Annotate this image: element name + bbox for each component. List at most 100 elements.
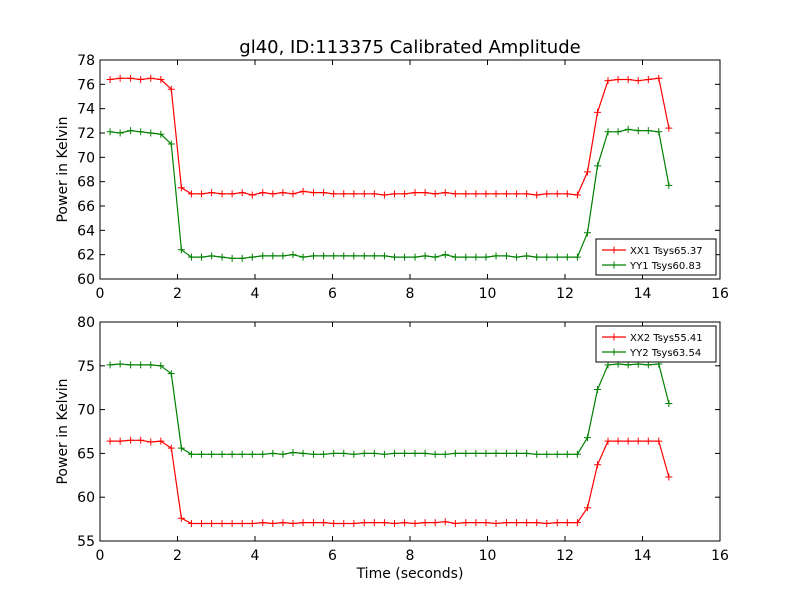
data-point xyxy=(380,519,388,527)
y-axis-label: Power in Kelvin xyxy=(55,378,71,484)
data-point xyxy=(462,253,470,261)
data-point xyxy=(573,519,581,527)
data-point xyxy=(208,450,216,458)
data-point xyxy=(310,252,318,260)
y-tick-label: 65 xyxy=(77,446,95,462)
data-point xyxy=(259,252,267,260)
data-point xyxy=(553,190,561,198)
legend: XX1 Tsys65.37 YY1 Tsys60.83 xyxy=(595,238,717,276)
data-point xyxy=(259,519,267,527)
data-point xyxy=(482,449,490,457)
data-point xyxy=(482,190,490,198)
data-point xyxy=(644,127,652,135)
data-point xyxy=(583,504,591,512)
data-point xyxy=(167,140,175,148)
x-tick-label: 8 xyxy=(406,548,415,564)
data-point xyxy=(370,519,378,527)
data-point xyxy=(289,190,297,198)
data-point xyxy=(492,519,500,527)
data-point xyxy=(279,189,287,197)
data-point xyxy=(279,519,287,527)
data-point xyxy=(441,450,449,458)
data-point xyxy=(594,162,602,170)
data-point xyxy=(523,519,531,527)
chart-title: gl40, ID:113375 Calibrated Amplitude xyxy=(239,37,580,58)
data-point xyxy=(157,75,165,83)
data-point xyxy=(431,190,439,198)
data-point xyxy=(391,519,398,527)
data-point xyxy=(360,190,368,198)
data-point xyxy=(228,519,236,527)
data-point xyxy=(198,190,206,198)
data-point xyxy=(106,75,114,83)
data-point xyxy=(391,253,398,261)
data-point xyxy=(533,253,541,261)
data-point xyxy=(401,449,409,457)
data-point xyxy=(614,128,622,136)
data-point xyxy=(350,252,358,260)
series-2 xyxy=(106,360,673,458)
data-point xyxy=(411,519,419,527)
data-point xyxy=(137,436,145,444)
data-point xyxy=(248,450,256,458)
data-point xyxy=(513,253,521,261)
data-point xyxy=(411,189,419,197)
data-point xyxy=(553,253,561,261)
data-point xyxy=(380,191,388,199)
data-point xyxy=(543,450,551,458)
data-point xyxy=(543,519,551,527)
data-point xyxy=(594,461,602,469)
data-point xyxy=(238,254,246,262)
data-point xyxy=(431,450,439,458)
data-point xyxy=(391,190,398,198)
data-point xyxy=(441,251,449,259)
data-point xyxy=(543,253,551,261)
data-point xyxy=(411,253,419,261)
data-point xyxy=(614,437,622,445)
data-point xyxy=(563,519,571,527)
y-axis-label: Power in Kelvin xyxy=(55,116,71,222)
data-point xyxy=(533,450,541,458)
data-point xyxy=(350,190,358,198)
y-tick-label: 60 xyxy=(77,490,95,506)
data-point xyxy=(583,434,591,442)
x-tick-label: 10 xyxy=(479,548,497,564)
x-tick-label: 2 xyxy=(173,548,182,564)
data-point xyxy=(157,437,165,445)
data-point xyxy=(472,253,480,261)
legend-marker xyxy=(610,261,618,269)
data-point xyxy=(441,518,449,526)
data-point xyxy=(482,519,490,527)
data-point xyxy=(279,450,287,458)
y-tick-label: 68 xyxy=(77,175,95,191)
data-point xyxy=(116,360,124,368)
data-point xyxy=(553,450,561,458)
legend-entry: XX1 Tsys65.37 xyxy=(602,246,703,257)
x-tick-label: 0 xyxy=(96,286,105,302)
data-point xyxy=(665,124,673,132)
data-point xyxy=(228,254,236,262)
data-point xyxy=(583,229,591,237)
data-point xyxy=(259,450,267,458)
data-point xyxy=(198,450,206,458)
data-point xyxy=(187,190,195,198)
data-point xyxy=(604,361,612,369)
data-point xyxy=(573,253,581,261)
data-point xyxy=(451,449,459,457)
data-point xyxy=(248,191,256,199)
data-point xyxy=(269,519,277,527)
legend-marker xyxy=(610,246,618,254)
y-tick-label: 62 xyxy=(77,248,95,264)
data-point xyxy=(320,252,328,260)
data-point xyxy=(604,437,612,445)
data-point xyxy=(289,519,297,527)
data-point xyxy=(421,519,429,527)
y-tick-label: 72 xyxy=(77,126,95,142)
data-point xyxy=(655,437,663,445)
data-point xyxy=(187,519,195,527)
x-tick-label: 16 xyxy=(711,286,729,302)
x-tick-label: 10 xyxy=(479,286,497,302)
x-tick-label: 6 xyxy=(328,286,337,302)
legend-entry: YY2 Tsys63.54 xyxy=(602,348,701,359)
